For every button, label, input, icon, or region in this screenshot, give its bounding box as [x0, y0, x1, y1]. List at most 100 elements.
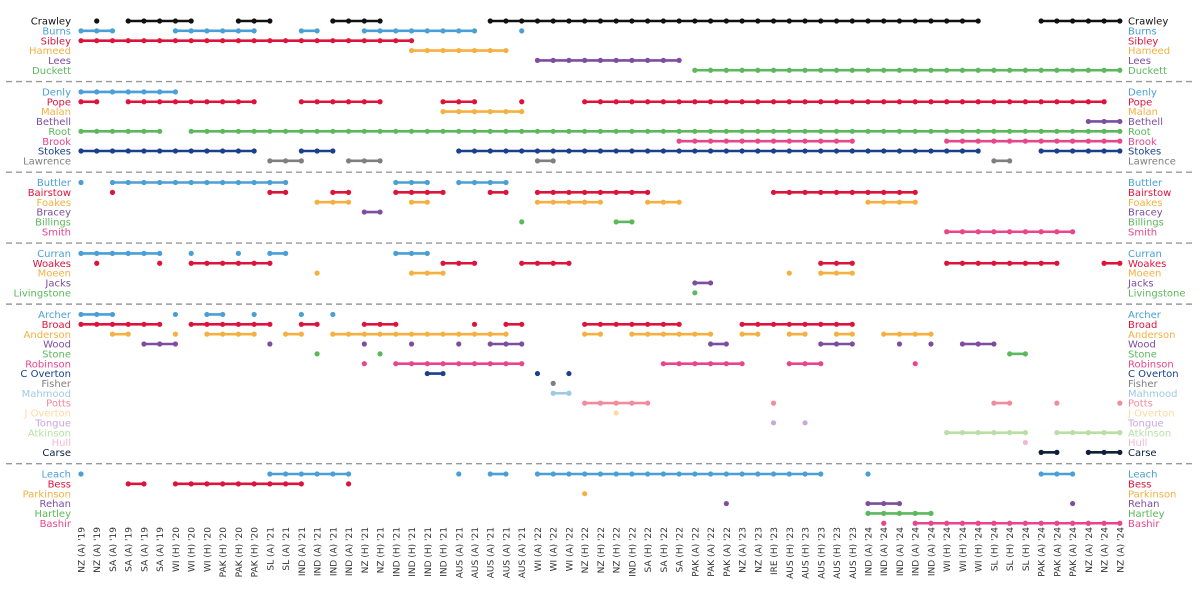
- match-point-stokes: [597, 148, 604, 154]
- match-point-bairstow: [534, 189, 541, 195]
- match-point-archer: [220, 311, 226, 318]
- match-point-malan: [471, 109, 478, 115]
- x-tick-label: PAK (H) '20: [235, 527, 245, 578]
- player-label-right: Bethell: [1128, 117, 1163, 128]
- match-point-malan: [519, 109, 525, 115]
- match-point-root: [1117, 128, 1123, 134]
- match-point-bairstow: [408, 189, 415, 195]
- player-label-right: Lawrence: [1128, 156, 1176, 167]
- match-point-brook: [1022, 138, 1028, 144]
- match-point-foakes: [408, 199, 415, 205]
- match-point-root: [314, 128, 320, 134]
- match-point-buttler: [204, 179, 210, 186]
- player-label-right: Malan: [1128, 107, 1158, 118]
- match-point-stokes: [330, 148, 336, 154]
- x-tick-label: IND (H) '21: [424, 527, 434, 577]
- match-point-pope: [519, 99, 525, 105]
- match-point-hartley: [865, 510, 871, 516]
- player-label-right: Hameed: [1128, 46, 1170, 57]
- match-point-bairstow: [440, 189, 446, 195]
- player-label-left: Sibley: [41, 36, 71, 47]
- match-point-anderson: [708, 331, 714, 337]
- match-point-bairstow: [912, 189, 918, 195]
- match-point-root: [881, 128, 887, 134]
- match-point-leach: [314, 471, 320, 477]
- match-point-crawley: [1117, 18, 1123, 24]
- match-point-crawley: [708, 18, 714, 24]
- match-point-sibley: [125, 38, 131, 44]
- match-point-tongue: [802, 420, 808, 426]
- match-point-smith: [1038, 229, 1044, 235]
- match-point-wood: [928, 341, 934, 347]
- match-point-sibley: [298, 38, 304, 44]
- match-point-bairstow: [786, 189, 792, 195]
- match-point-pope: [1054, 99, 1060, 105]
- player-label-left: Potts: [46, 399, 71, 410]
- player-label-left: C Overton: [20, 369, 71, 380]
- match-point-wood: [408, 341, 415, 347]
- match-point-wood: [141, 341, 147, 347]
- x-tick-label: WI (H) '24: [943, 527, 953, 572]
- match-point-robinson: [723, 361, 729, 367]
- match-point-stokes: [818, 148, 824, 154]
- match-point-stokes: [1101, 148, 1107, 154]
- match-point-root: [660, 128, 666, 134]
- match-point-stokes: [786, 148, 792, 154]
- match-point-brook: [676, 138, 682, 144]
- match-point-bracey: [361, 209, 367, 215]
- match-point-duckett: [865, 67, 871, 73]
- match-point-broad: [802, 321, 808, 327]
- match-point-sibley: [345, 38, 352, 44]
- match-point-stokes: [503, 148, 509, 154]
- match-point-anderson: [220, 331, 226, 337]
- match-point-c-overton: [534, 370, 541, 377]
- player-label-left: Tongue: [34, 418, 71, 429]
- match-point-wood: [975, 341, 981, 347]
- match-point-stokes: [755, 148, 761, 154]
- match-point-anderson: [660, 331, 666, 337]
- match-point-bairstow: [597, 189, 604, 195]
- match-point-stokes: [141, 148, 147, 154]
- match-point-bairstow: [109, 189, 116, 195]
- player-label-right: Lees: [1128, 56, 1151, 67]
- match-point-pope: [1038, 99, 1044, 105]
- match-point-billings: [613, 219, 619, 225]
- match-point-root: [1022, 128, 1028, 134]
- match-point-brook: [818, 138, 824, 144]
- match-point-brook: [770, 138, 777, 144]
- match-point-billings: [629, 219, 635, 225]
- match-point-stokes: [944, 148, 950, 154]
- match-point-crawley: [629, 18, 635, 24]
- match-point-root: [896, 128, 903, 134]
- match-point-bashir: [1070, 520, 1076, 526]
- match-point-crawley: [881, 18, 887, 24]
- match-point-pope: [330, 99, 336, 105]
- match-point-robinson: [424, 361, 430, 367]
- match-point-carse: [1054, 449, 1060, 455]
- match-point-wood: [896, 341, 903, 347]
- match-point-archer: [251, 311, 257, 318]
- match-point-stokes: [959, 148, 966, 154]
- player-label-right: Bairstow: [1128, 188, 1171, 199]
- match-point-pope: [582, 99, 588, 105]
- match-point-crawley: [896, 18, 903, 24]
- x-tick-label: SA (A) '19: [140, 527, 150, 572]
- match-point-duckett: [692, 67, 698, 73]
- match-point-bess: [267, 481, 273, 487]
- match-point-buttler: [393, 179, 399, 186]
- match-point-root: [755, 128, 761, 134]
- match-point-moeen: [833, 270, 840, 276]
- match-point-anderson: [172, 331, 179, 337]
- match-point-potts: [1117, 400, 1123, 406]
- match-point-pope: [833, 99, 840, 105]
- match-point-archer: [109, 311, 116, 318]
- match-point-root: [377, 128, 383, 134]
- match-point-crawley: [534, 18, 541, 24]
- match-point-pope: [975, 99, 981, 105]
- match-point-crawley: [944, 18, 950, 24]
- match-point-woakes: [1054, 260, 1060, 266]
- match-point-brook: [959, 138, 966, 144]
- match-point-root: [566, 128, 572, 134]
- match-point-root: [487, 128, 493, 134]
- match-point-pope: [172, 99, 179, 105]
